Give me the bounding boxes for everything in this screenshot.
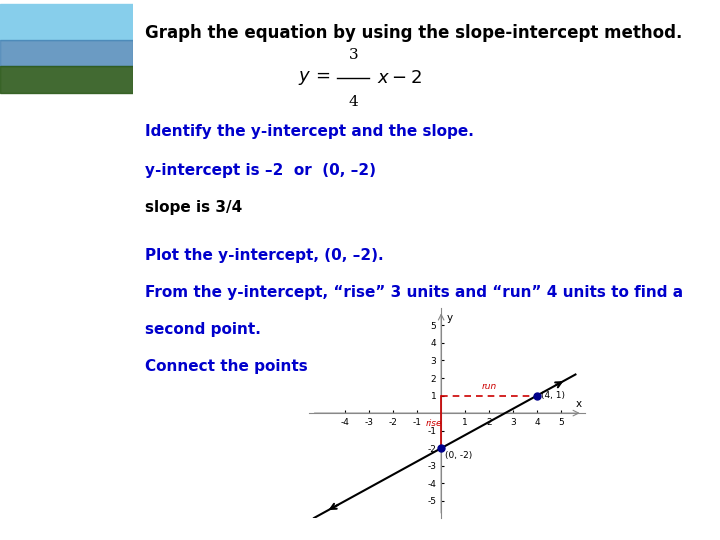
Text: second point.: second point. (145, 322, 261, 337)
Bar (0, 40, 133, 66)
Text: 4: 4 (348, 94, 358, 109)
Text: (4, 1): (4, 1) (541, 391, 564, 400)
Text: slope is 3/4: slope is 3/4 (145, 200, 242, 215)
Text: Connect the points with a straight line.: Connect the points with a straight line. (145, 359, 482, 374)
Text: (0, -2): (0, -2) (445, 451, 472, 460)
Text: $x - 2$: $x - 2$ (377, 69, 422, 87)
Text: Graph the equation by using the slope-intercept method.: Graph the equation by using the slope-in… (145, 24, 683, 42)
Text: Identify the y-intercept and the slope.: Identify the y-intercept and the slope. (145, 124, 474, 139)
Bar (0, 66, 133, 93)
Text: 3: 3 (348, 48, 358, 62)
Text: Plot the y-intercept, (0, –2).: Plot the y-intercept, (0, –2). (145, 248, 384, 264)
Text: From the y-intercept, “rise” 3 units and “run” 4 units to find a: From the y-intercept, “rise” 3 units and… (145, 285, 683, 300)
Text: $y\,=\,$: $y\,=\,$ (297, 69, 330, 87)
Text: y-intercept is –2  or  (0, –2): y-intercept is –2 or (0, –2) (145, 163, 376, 178)
Text: x: x (575, 399, 582, 409)
Bar (0, 4, 133, 40)
Text: rise: rise (426, 419, 442, 428)
Text: y: y (447, 313, 454, 323)
Text: run: run (482, 382, 497, 391)
